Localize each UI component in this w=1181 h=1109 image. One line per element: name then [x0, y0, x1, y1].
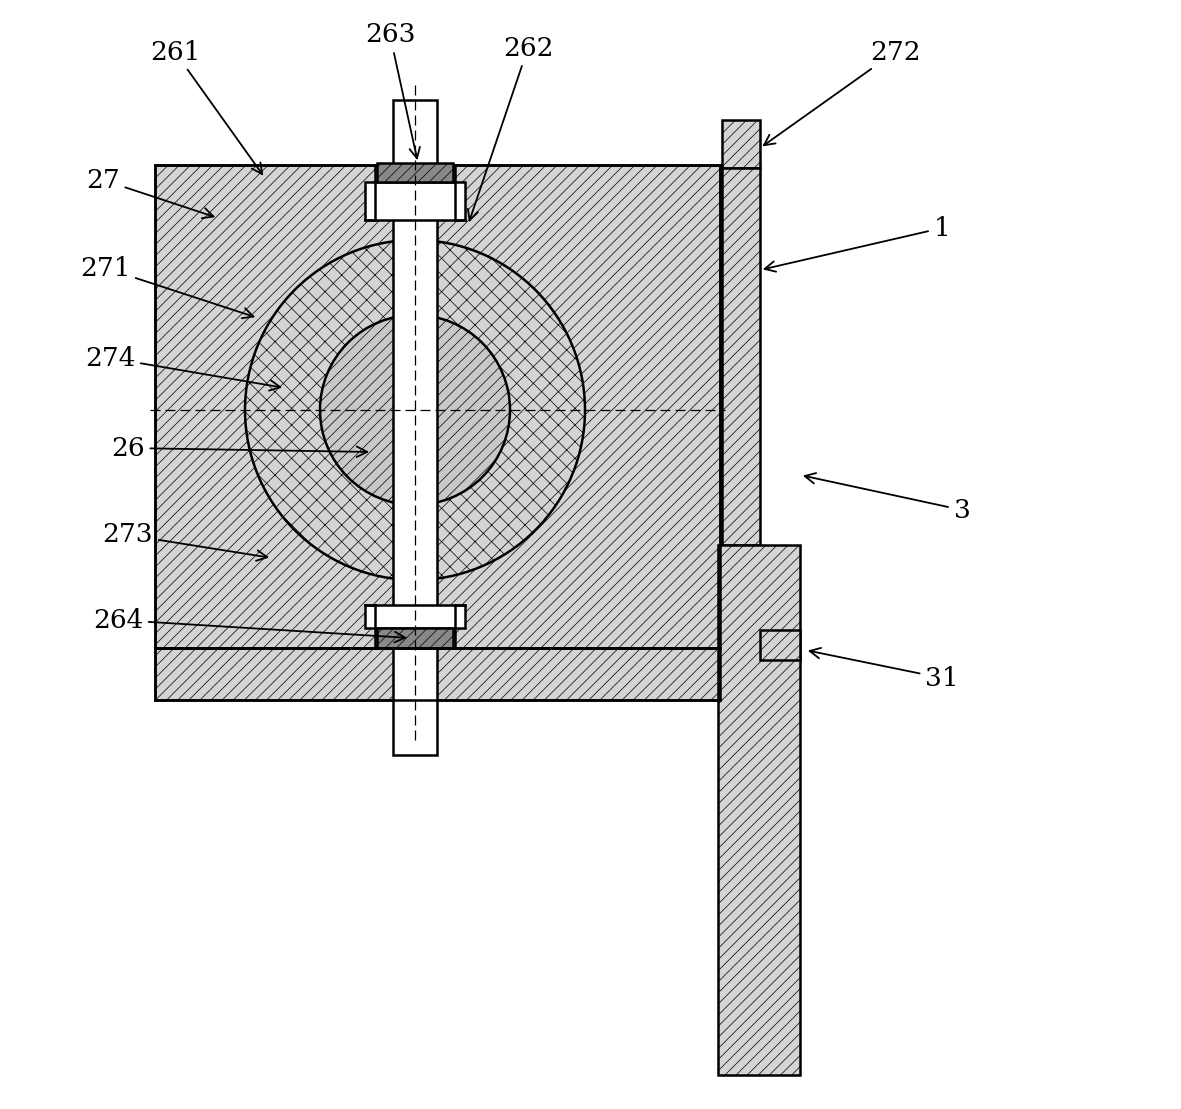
Bar	[377, 628, 454, 648]
Bar	[718, 545, 800, 1075]
Bar	[393, 100, 437, 755]
Bar	[365, 182, 465, 220]
Bar	[377, 163, 454, 182]
Bar	[365, 606, 465, 628]
Circle shape	[244, 240, 585, 580]
Text: 262: 262	[468, 35, 553, 221]
Text: 31: 31	[810, 648, 959, 691]
Circle shape	[320, 315, 510, 505]
Bar	[155, 648, 720, 700]
Text: 26: 26	[111, 436, 367, 460]
Text: 263: 263	[365, 22, 420, 159]
Text: 273: 273	[103, 522, 267, 561]
Text: 1: 1	[764, 215, 951, 272]
Bar	[761, 630, 800, 660]
Text: 261: 261	[150, 40, 262, 174]
Text: 264: 264	[93, 608, 405, 642]
Bar	[722, 167, 761, 545]
Text: 27: 27	[86, 167, 214, 218]
Text: 271: 271	[80, 255, 254, 318]
Text: 274: 274	[85, 346, 280, 390]
Text: 272: 272	[764, 40, 920, 145]
Bar	[722, 120, 761, 167]
Bar	[155, 165, 720, 648]
Text: 3: 3	[804, 474, 971, 522]
